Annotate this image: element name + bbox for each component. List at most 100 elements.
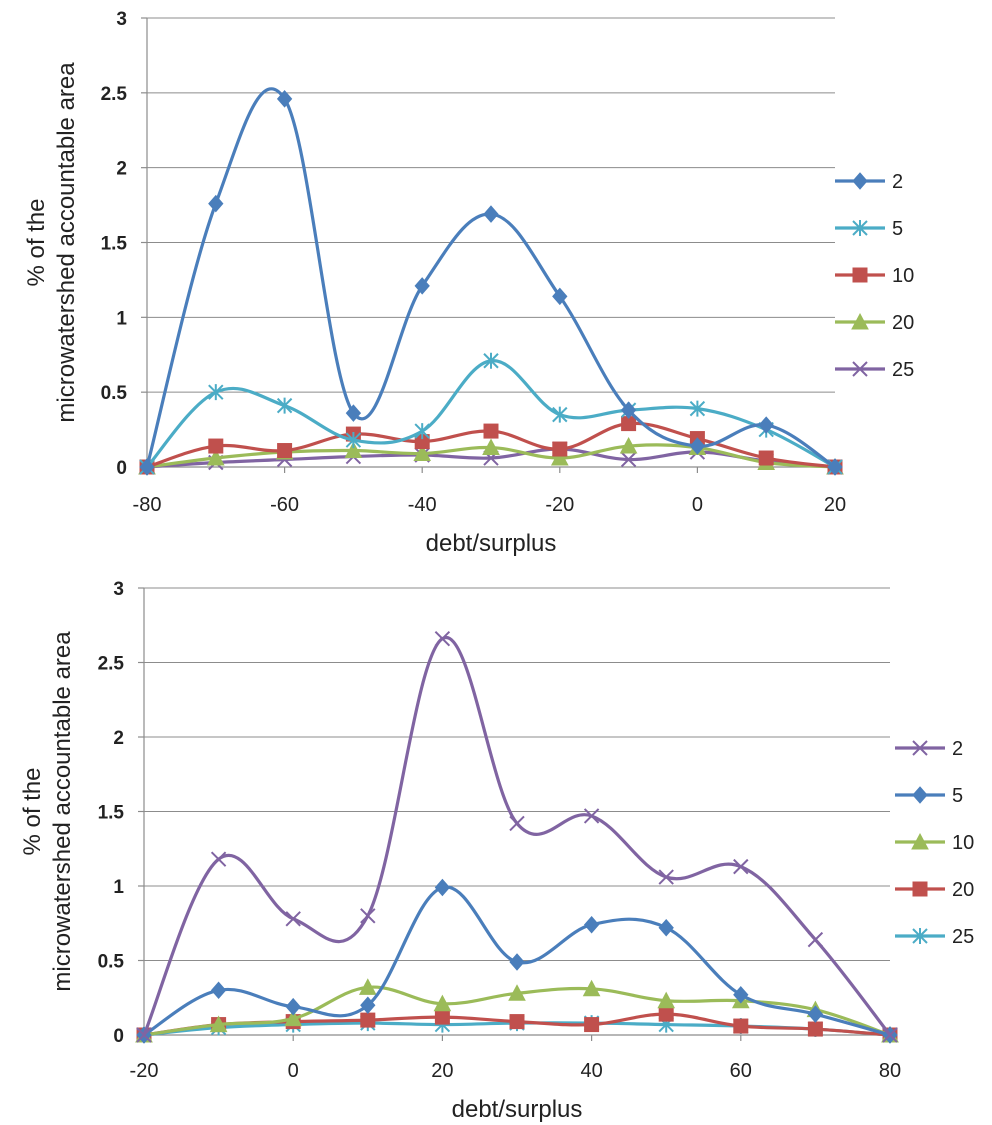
point-10--60 [277,443,293,459]
x-tick-label: 40 [580,1060,602,1082]
point-10-20 [433,994,452,1012]
point-10--70 [208,438,224,454]
x-tick-label: 60 [730,1060,752,1082]
point-10-10 [358,978,377,995]
point-2-0 [285,911,301,927]
point-5-60 [733,986,749,1004]
x-tick-label: 0 [288,1060,299,1082]
point-5--60 [276,397,293,414]
legend-label: 5 [952,785,963,807]
point-5-30 [509,953,525,971]
point-20-50 [658,1006,674,1022]
y-tick-label: 3 [116,9,127,30]
y-tick-label: 1 [116,308,127,329]
y-axis-label: % of the microwatershed accountable area [19,631,76,992]
y-axis-label: % of the microwatershed accountable area [23,62,80,423]
y-tick-label: 2 [116,159,127,180]
point-10--30 [483,423,499,439]
y-tick-label: 1.5 [98,803,125,824]
chart-1: 0 0.5 1 1.5 2 2.5 3 -80 -60 -40 -20 0 20 debt/surplus… [23,9,914,557]
point-5--20 [552,406,568,423]
point-20--30 [482,438,500,456]
legend-marker [852,172,868,190]
point-20-70 [807,1021,823,1037]
series-10 [135,978,899,1043]
point-2--10 [210,851,227,867]
y-tick-label: 3 [113,579,124,600]
point-10--10 [209,1015,228,1033]
point-2--40 [414,277,430,295]
y-tick-label: 0 [113,1026,124,1047]
point-10-10 [758,450,774,466]
series-2 [139,87,843,476]
point-2-20 [827,458,843,476]
point-5--40 [414,423,430,440]
point-20--50 [344,441,363,459]
point-2-40 [583,808,600,824]
point-5-20 [434,878,451,897]
series-line-2 [142,636,892,1036]
point-20-10 [360,1012,376,1028]
point-2-10 [758,416,774,434]
point-20-40 [584,1017,600,1033]
x-axis-label: debt/surplus [426,530,557,557]
legend-marker [852,267,868,283]
series-line-2 [145,87,836,469]
x-tick-label: -60 [270,494,299,516]
legend-label: 5 [892,218,903,240]
legend-marker [852,220,868,236]
point-5-0 [689,400,706,417]
y-tick-label: 0.5 [101,383,128,404]
point-5-70 [807,1005,824,1023]
legend-marker [912,928,928,944]
point-2-80 [882,1027,898,1043]
x-tick-label: -20 [545,494,574,516]
point-2-10 [360,908,376,924]
y-tick-label: 2.5 [101,84,128,105]
x-tick-label: -20 [130,1060,159,1082]
point-10-0 [284,1009,303,1027]
point-20-20 [434,1009,450,1025]
point-2-0 [689,437,706,455]
point-2--20 [552,287,568,306]
point-5--10 [210,981,227,1000]
legend-label: 2 [892,171,903,193]
point-20--70 [206,448,225,466]
point-2--10 [620,401,637,419]
legend-marker [852,361,868,377]
y-tick-label: 1 [113,877,124,898]
series-2 [136,630,898,1043]
x-tick-label: 80 [879,1060,901,1082]
point-2--60 [276,90,293,108]
point-5-0 [285,997,301,1016]
point-5--30 [483,352,499,369]
legend-label: 25 [892,359,914,381]
chart-2: 0 0.5 1 1.5 2 2.5 3 -20 0 20 40 60 80 debt/surplus % o… [19,579,974,1123]
point-10--20 [552,441,568,457]
y-tick-label: 0.5 [98,952,125,973]
point-2--50 [345,404,362,422]
y-tick-label: 2 [113,728,124,749]
legend-label: 20 [952,879,974,901]
x-tick-label: -40 [408,494,437,516]
point-10-40 [582,979,601,997]
y-tick-label: 0 [116,458,127,479]
legend-label: 25 [952,926,974,948]
point-20--10 [619,436,638,454]
legend-marker [851,312,869,330]
x-tick-label: 20 [431,1060,453,1082]
x-tick-label: 0 [692,494,703,516]
point-2-30 [509,815,525,832]
point-25--10 [620,451,637,468]
point-2-20 [434,630,451,647]
point-5--70 [208,384,224,401]
point-5-50 [658,918,674,937]
series-20 [138,436,844,475]
legend-marker [912,740,928,756]
point-20--40 [413,444,432,462]
point-2-70 [807,931,824,948]
point-10-30 [508,984,526,1001]
x-tick-label: 20 [824,494,846,516]
point-5-10 [360,996,376,1014]
